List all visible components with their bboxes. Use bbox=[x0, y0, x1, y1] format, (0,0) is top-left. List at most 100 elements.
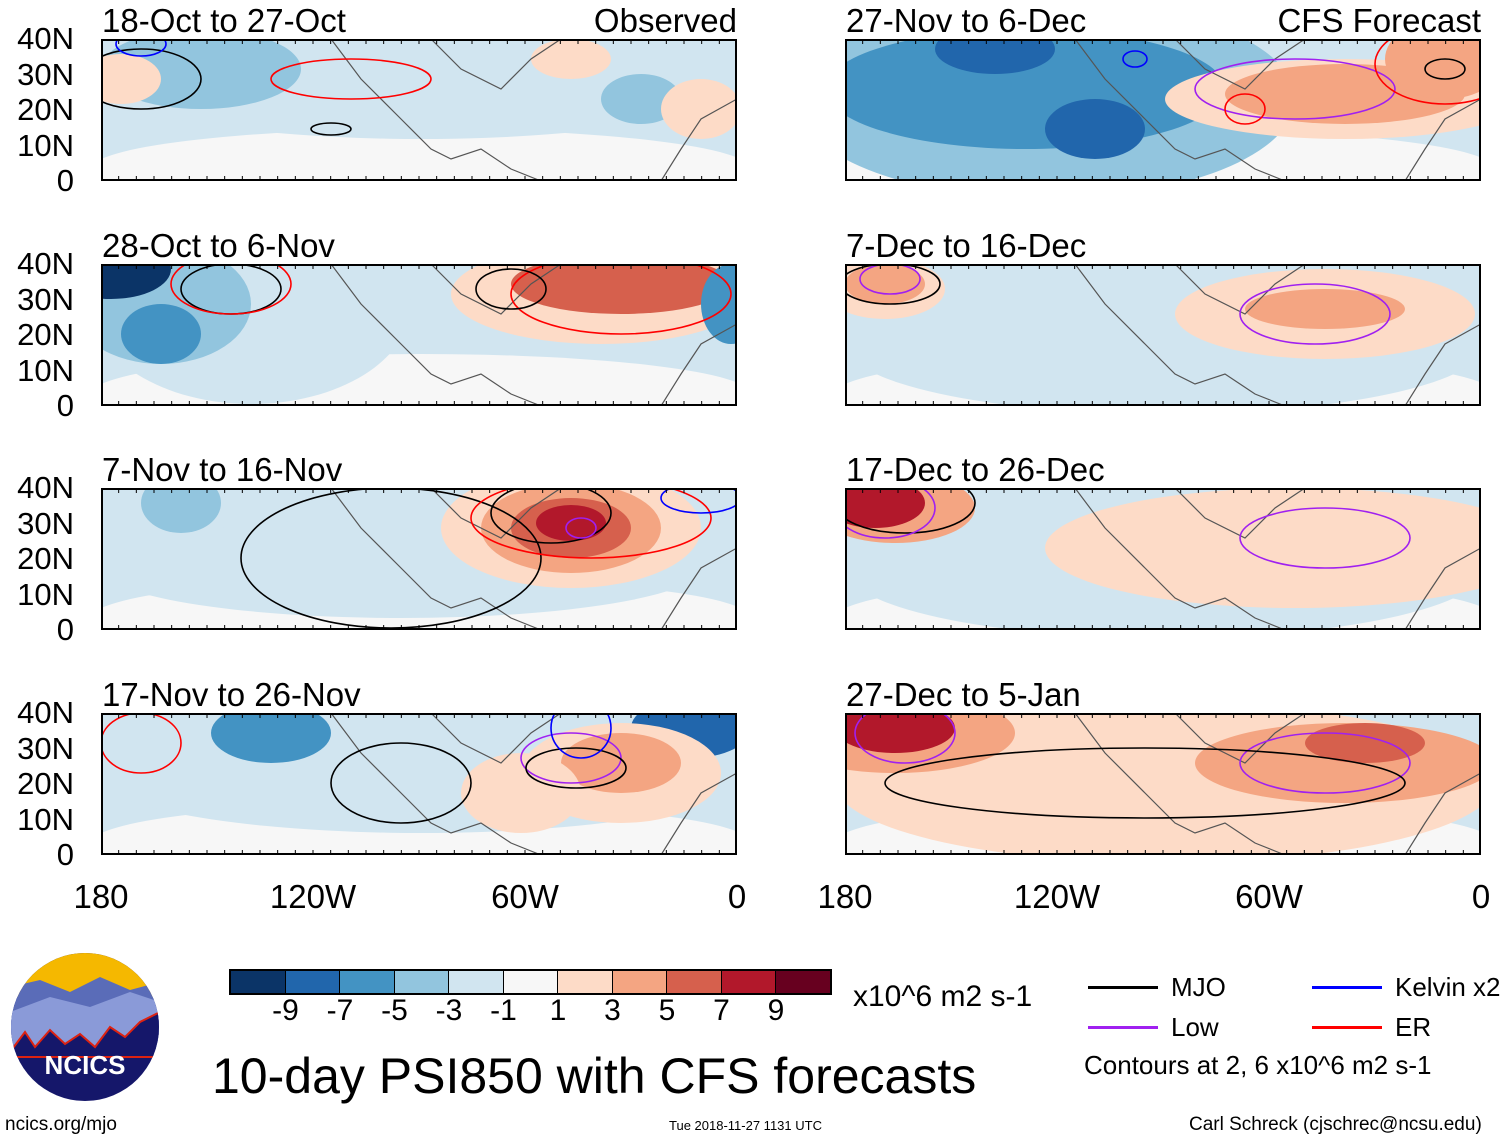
colorbar-tick-label: -7 bbox=[326, 994, 354, 1027]
footer-credit: Carl Schreck (cjschrec@ncsu.edu) bbox=[1189, 1114, 1482, 1135]
lat-tick-label: 10N bbox=[17, 352, 74, 388]
colorbar-swatch bbox=[231, 971, 286, 993]
wave-contour bbox=[510, 264, 732, 335]
field-contour-fill bbox=[601, 74, 681, 124]
lat-tick-label: 40N bbox=[17, 21, 74, 56]
column-label: CFS Forecast bbox=[1277, 2, 1481, 39]
colorbar-units: x10^6 m2 s-1 bbox=[853, 980, 1033, 1013]
svg-text:NCICS: NCICS bbox=[45, 1050, 126, 1080]
colorbar-swatch bbox=[503, 971, 558, 993]
map-panel bbox=[101, 39, 737, 181]
field-contour-fill bbox=[121, 304, 201, 364]
panel-title: 17-Dec to 26-Dec bbox=[846, 451, 1105, 488]
panel-title: 27-Dec to 5-Jan bbox=[846, 676, 1081, 713]
lat-tick-label: 10N bbox=[17, 127, 74, 163]
lon-tick-label: 180 bbox=[73, 878, 129, 915]
lon-tick-label: 0 bbox=[727, 878, 747, 915]
coastline bbox=[330, 488, 737, 630]
legend-label: Kelvin x2 bbox=[1395, 972, 1501, 1002]
map-panel bbox=[845, 488, 1481, 630]
colorbar-swatch bbox=[612, 971, 667, 993]
field-contour-fill bbox=[845, 713, 955, 753]
lon-tick-label: 0 bbox=[1471, 878, 1491, 915]
panel-title: 27-Nov to 6-Dec bbox=[846, 2, 1087, 39]
legend-line bbox=[1088, 1026, 1158, 1029]
wave-contour bbox=[101, 713, 182, 774]
panel-title: 17-Nov to 26-Nov bbox=[102, 676, 361, 713]
wave-contour bbox=[470, 488, 712, 559]
wave-contour bbox=[520, 732, 622, 784]
field-contour-fill bbox=[561, 733, 681, 793]
wave-contour bbox=[845, 264, 941, 305]
wave-contour bbox=[310, 122, 352, 136]
coastline bbox=[1074, 713, 1481, 855]
colorbar-swatch bbox=[776, 971, 830, 993]
colorbar-swatch bbox=[721, 971, 776, 993]
field-contour-fill bbox=[661, 79, 737, 139]
wave-contour bbox=[115, 39, 167, 57]
lat-tick-label: 0 bbox=[56, 388, 74, 423]
legend-line bbox=[1312, 986, 1382, 989]
legend-label: MJO bbox=[1171, 972, 1226, 1002]
field-contour-fill bbox=[935, 39, 1055, 74]
coastline bbox=[1074, 488, 1481, 630]
wave-contour bbox=[550, 713, 612, 759]
wave-contour bbox=[854, 713, 956, 764]
colorbar-swatch bbox=[285, 971, 340, 993]
wave-contour bbox=[660, 488, 737, 514]
field-contour-fill bbox=[1045, 99, 1145, 159]
lon-tick-label: 120W bbox=[1013, 878, 1101, 915]
lat-tick-label: 40N bbox=[17, 470, 74, 505]
column-label: Observed bbox=[593, 2, 737, 39]
lat-tick-label: 10N bbox=[17, 801, 74, 837]
wave-contour bbox=[1224, 93, 1266, 125]
colorbar-tick-label: -1 bbox=[490, 994, 517, 1027]
field-contour-fill bbox=[211, 713, 331, 763]
map-panel bbox=[101, 713, 737, 855]
wave-contour bbox=[1122, 50, 1148, 68]
panel-title: 7-Dec to 16-Dec bbox=[846, 227, 1087, 264]
lat-tick-label: 20N bbox=[17, 766, 74, 801]
contour-note: Contours at 2, 6 x10^6 m2 s-1 bbox=[1084, 1050, 1432, 1080]
wave-contour bbox=[845, 488, 936, 539]
wave-contour bbox=[170, 264, 292, 315]
map-panel bbox=[101, 264, 737, 406]
coastline bbox=[330, 264, 737, 406]
colorbar-tick-label: 5 bbox=[658, 994, 676, 1027]
lat-tick-label: 40N bbox=[17, 246, 74, 281]
field-contour-fill bbox=[845, 488, 925, 528]
field-contour-fill bbox=[1245, 289, 1405, 329]
panel-title: 28-Oct to 6-Nov bbox=[102, 227, 335, 264]
lat-tick-label: 0 bbox=[56, 612, 74, 647]
lat-tick-label: 30N bbox=[17, 56, 74, 92]
colorbar-tick-label: 7 bbox=[713, 994, 730, 1027]
panel-title: 7-Nov to 16-Nov bbox=[102, 451, 343, 488]
wave-contour bbox=[490, 488, 612, 544]
lat-tick-label: 20N bbox=[17, 92, 74, 127]
colorbar bbox=[229, 969, 832, 995]
colorbar-tick-label: -3 bbox=[435, 994, 463, 1027]
wave-contour bbox=[1239, 507, 1411, 569]
map-panel bbox=[101, 488, 737, 630]
wave-contour bbox=[884, 747, 1406, 819]
wave-contour bbox=[270, 58, 432, 100]
field-contour-fill bbox=[101, 54, 161, 104]
legend-label: Low bbox=[1171, 1012, 1219, 1042]
map-panel bbox=[845, 713, 1481, 855]
wave-contour bbox=[565, 517, 597, 539]
colorbar-tick-label: -5 bbox=[381, 994, 408, 1027]
field-contour-fill bbox=[536, 505, 606, 541]
legend-label: ER bbox=[1395, 1012, 1432, 1042]
lat-tick-label: 30N bbox=[17, 281, 74, 317]
lon-tick-label: 120W bbox=[269, 878, 357, 915]
field-contour-fill bbox=[845, 264, 925, 304]
footer-url[interactable]: ncics.org/mjo bbox=[5, 1114, 117, 1135]
lat-tick-label: 20N bbox=[17, 317, 74, 352]
wave-contour bbox=[1374, 39, 1481, 105]
coastline bbox=[1074, 264, 1481, 406]
wave-contour bbox=[101, 48, 202, 110]
wave-contour bbox=[1239, 732, 1411, 794]
coastline bbox=[1074, 39, 1481, 181]
wave-contour bbox=[525, 747, 627, 789]
legend-line bbox=[1088, 986, 1158, 989]
